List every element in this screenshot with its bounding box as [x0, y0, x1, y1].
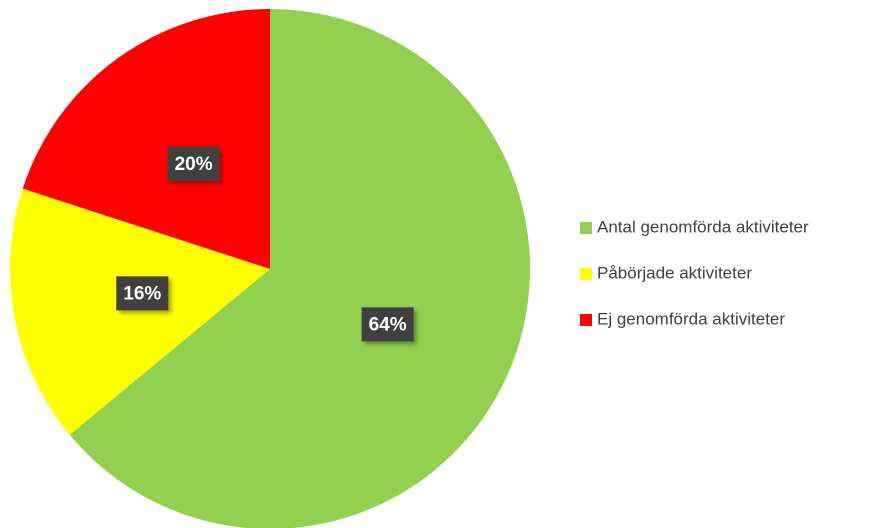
data-label-text: 16% — [123, 283, 161, 304]
data-label-box — [167, 146, 220, 181]
legend-swatch — [580, 314, 592, 326]
legend-swatch — [580, 268, 592, 280]
pie-slice — [69, 9, 530, 528]
pie-slice — [10, 188, 270, 435]
legend-label: Antal genomförda aktiviteter — [597, 217, 809, 236]
legend-swatch — [580, 222, 592, 234]
data-label-text: 64% — [369, 314, 407, 335]
data-label-box — [116, 276, 169, 311]
legend-label: Ej genomförda aktiviteter — [597, 309, 785, 328]
data-label-text: 20% — [175, 154, 213, 175]
data-label: 16% — [116, 276, 169, 311]
legend-label: Påbörjade aktiviteter — [597, 263, 752, 282]
data-label: 64% — [361, 307, 414, 342]
pie-slice — [22, 9, 270, 269]
data-label: 20% — [167, 146, 220, 181]
data-label-box — [361, 307, 414, 342]
